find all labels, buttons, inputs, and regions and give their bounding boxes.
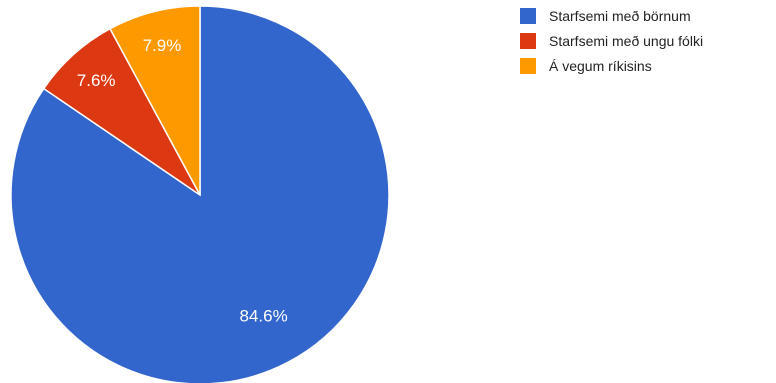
- legend-label: Starfsemi með börnum: [549, 8, 691, 24]
- legend: Starfsemi með börnum Starfsemi með ungu f…: [520, 8, 703, 74]
- pie-slice-labels: 84.6% 7.6% 7.9%: [77, 36, 288, 326]
- legend-item-starfsemi-med-ungu-folki: Starfsemi með ungu fólki: [520, 33, 703, 49]
- pie-slice-a-vegum-rikisins: [109, 5, 201, 196]
- slice-label-starfsemi-med-bornum: 84.6%: [240, 306, 288, 325]
- legend-swatch: [520, 58, 536, 74]
- slice-label-starfsemi-med-ungu-folki: 7.6%: [77, 71, 116, 90]
- legend-swatch: [520, 33, 536, 49]
- pie-slices: [10, 5, 390, 383]
- legend-item-starfsemi-med-bornum: Starfsemi með börnum: [520, 8, 691, 24]
- legend-label: Starfsemi með ungu fólki: [549, 33, 703, 49]
- slice-label-a-vegum-rikisins: 7.9%: [143, 36, 182, 55]
- legend-item-a-vegum-rikisins: Á vegum ríkisins: [520, 58, 652, 74]
- legend-swatch: [520, 8, 536, 24]
- legend-label: Á vegum ríkisins: [549, 58, 652, 74]
